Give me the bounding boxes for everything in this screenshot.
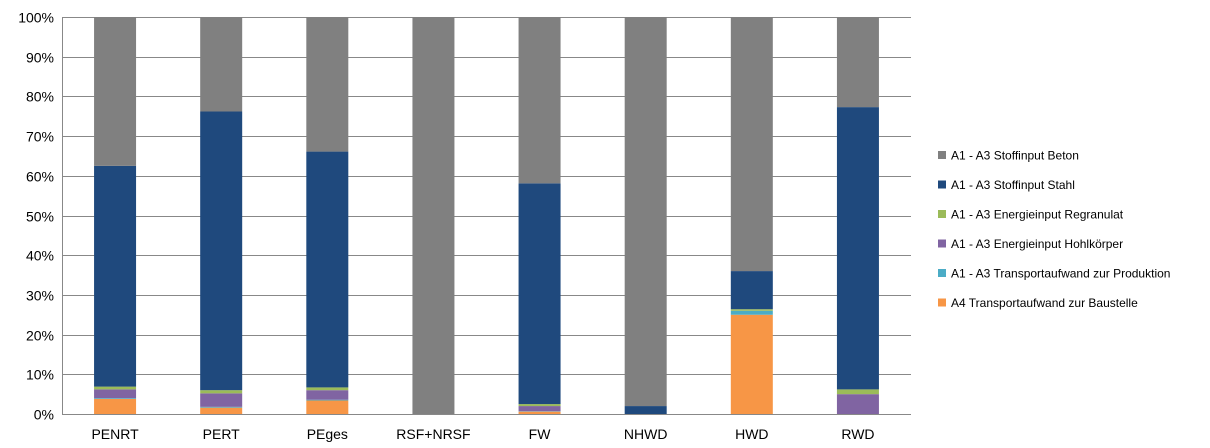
y-tick-label: 70% — [26, 129, 54, 145]
bar-segment — [200, 393, 243, 407]
bar-segment — [94, 17, 137, 166]
bar-segment — [730, 309, 773, 311]
legend-item: A1 - A3 Stoffinput Beton — [938, 149, 1079, 163]
y-tick-label: 60% — [26, 169, 54, 185]
legend-swatch — [938, 180, 946, 189]
bar-segment — [306, 400, 349, 414]
y-tick-label: 100% — [18, 10, 54, 26]
x-category-label: NHWD — [624, 426, 668, 442]
bar-segment — [306, 390, 349, 400]
legend-swatch — [938, 298, 946, 307]
bar-stack-penrt — [94, 17, 137, 414]
legend-label: A1 - A3 Transportaufwand zur Produktion — [951, 267, 1170, 281]
x-category-label: PENRT — [91, 426, 139, 442]
legend-label: A1 - A3 Energieinput Hohlkörper — [951, 237, 1123, 251]
bar-stack-hwd — [730, 17, 773, 414]
legend-label: A1 - A3 Energieinput Regranulat — [951, 208, 1124, 222]
bar-segment — [306, 151, 349, 388]
y-tick-label: 90% — [26, 50, 54, 66]
x-axis-category-labels: PENRT PERT PEges RSF+NRSF FW NHWD HWD RWD — [91, 426, 874, 442]
legend-swatch — [938, 210, 946, 218]
bar-segment — [730, 310, 773, 315]
legend-item: A1 - A3 Energieinput Hohlkörper — [938, 237, 1123, 251]
bar-stack-rwd — [836, 17, 879, 414]
y-tick-label: 20% — [26, 328, 54, 344]
bar-segment — [200, 407, 243, 414]
legend: A1 - A3 Stoffinput Beton A1 - A3 Stoffinp… — [938, 149, 1170, 310]
bar-segment — [624, 406, 667, 414]
bar-segment — [518, 411, 561, 414]
legend-swatch — [938, 239, 946, 248]
x-category-label: HWD — [735, 426, 768, 442]
bar-segment — [730, 314, 773, 414]
legend-label: A1 - A3 Stoffinput Beton — [951, 149, 1079, 163]
bar-stack-nhwd — [624, 17, 667, 414]
bar-stack-pert — [200, 17, 243, 414]
y-tick-label: 50% — [26, 209, 54, 225]
bar-segment — [306, 17, 349, 152]
bar-segment — [94, 398, 137, 414]
y-axis-tick-labels: 0% 10% 20% 30% 40% 50% 60% 70% 80% 90% 100% — [18, 10, 54, 423]
legend-swatch — [938, 151, 946, 159]
bar-segment — [730, 17, 773, 272]
bar-segment — [200, 17, 243, 112]
legend-item: A1 - A3 Stoffinput Stahl — [938, 178, 1075, 192]
bar-segment — [200, 390, 243, 394]
y-tick-label: 80% — [26, 89, 54, 105]
y-tick-label: 0% — [34, 407, 54, 423]
bar-segment — [306, 387, 349, 391]
bar-segment — [624, 17, 667, 407]
bar-segment — [518, 404, 561, 407]
y-tick-label: 30% — [26, 288, 54, 304]
bar-segment — [412, 17, 455, 414]
legend-label: A4 Transportaufwand zur Baustelle — [951, 296, 1138, 310]
x-category-label: FW — [529, 426, 552, 442]
bar-segment — [200, 406, 243, 408]
bar-segment — [518, 183, 561, 405]
bar-segment — [200, 111, 243, 391]
legend-swatch — [938, 269, 946, 277]
bar-segment — [836, 394, 879, 414]
legend-label: A1 - A3 Stoffinput Stahl — [951, 178, 1075, 192]
legend-item: A1 - A3 Transportaufwand zur Produktion — [938, 267, 1170, 281]
bar-segment — [94, 165, 137, 387]
bars — [94, 17, 879, 414]
bar-stack-fw — [518, 17, 561, 414]
bar-segment — [730, 271, 773, 310]
x-category-label: RSF+NRSF — [396, 426, 470, 442]
bar-stack-peges — [306, 17, 349, 414]
y-tick-label: 10% — [26, 367, 54, 383]
bar-segment — [836, 17, 879, 108]
bar-segment — [94, 386, 137, 390]
bar-stack-rsf-nrsf — [412, 17, 455, 414]
y-tick-label: 40% — [26, 248, 54, 264]
bar-segment — [306, 399, 349, 401]
gridlines — [62, 17, 911, 414]
bar-segment — [836, 107, 879, 390]
bar-segment — [94, 389, 137, 399]
legend-item: A4 Transportaufwand zur Baustelle — [938, 296, 1138, 310]
bar-segment — [518, 17, 561, 184]
bar-segment — [94, 398, 137, 399]
x-category-label: RWD — [841, 426, 874, 442]
x-category-label: PEges — [307, 426, 348, 442]
x-category-label: PERT — [203, 426, 241, 442]
legend-item: A1 - A3 Energieinput Regranulat — [938, 208, 1124, 222]
bar-segment — [836, 389, 879, 395]
bar-segment — [518, 406, 561, 412]
